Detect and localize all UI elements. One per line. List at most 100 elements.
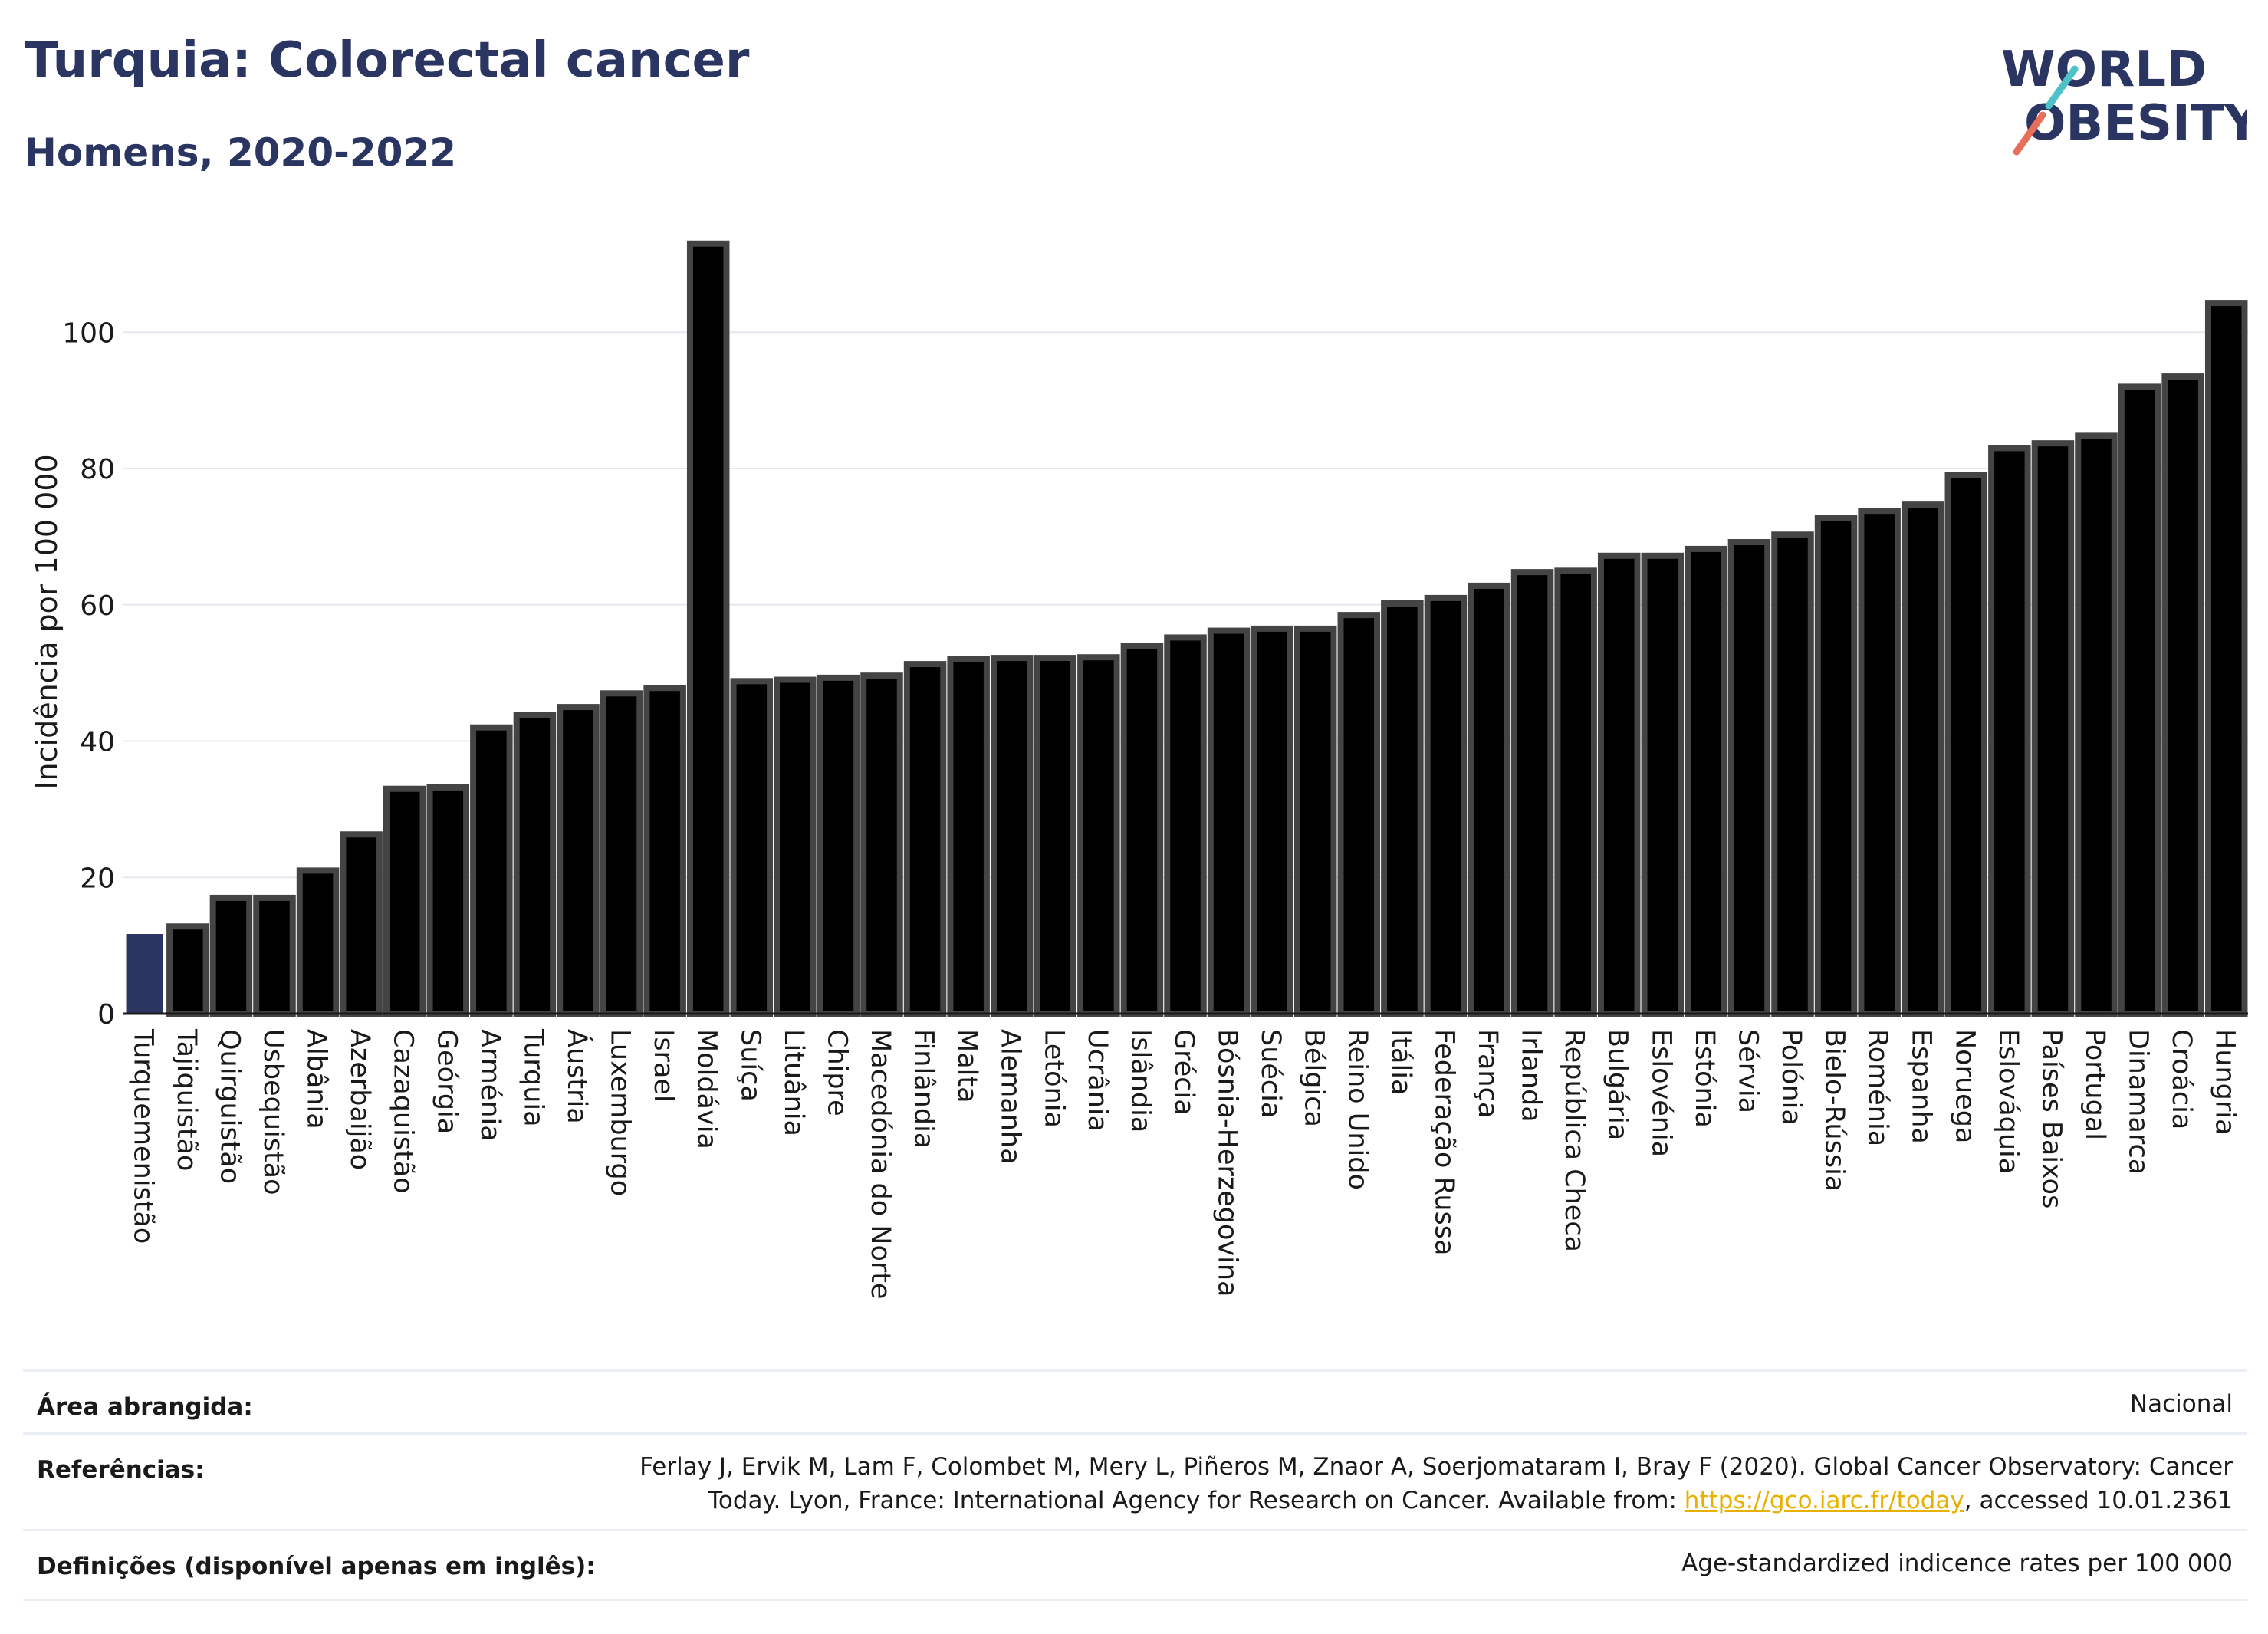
bar <box>1771 531 1814 1017</box>
bar <box>1293 625 1337 1017</box>
x-tick-label: Bulgária <box>1602 1029 1633 1140</box>
bar <box>470 724 513 1017</box>
references-line-1: Ferlay J, Ervik M, Lam F, Colombet M, Me… <box>639 1453 2233 1481</box>
x-tick-label: Finlândia <box>909 1029 939 1149</box>
bar <box>817 674 860 1017</box>
area-label: Área abrangida: <box>37 1393 253 1421</box>
bar <box>1424 594 1468 1017</box>
bar <box>643 685 686 1017</box>
bar <box>1727 539 1771 1017</box>
bar <box>1034 655 1077 1018</box>
bar <box>1207 627 1251 1017</box>
x-tick-label: Reino Unido <box>1342 1029 1372 1190</box>
svg-text:OBESITY: OBESITY <box>2024 95 2247 152</box>
x-tick-label: Israel <box>648 1029 679 1103</box>
x-tick-label: Malta <box>952 1029 982 1103</box>
y-tick-label: 100 <box>62 317 115 349</box>
bar <box>383 785 426 1018</box>
bar <box>1641 552 1685 1017</box>
bar <box>903 661 947 1017</box>
bar <box>1858 508 1901 1017</box>
x-tick-label: Polónia <box>1776 1029 1806 1126</box>
y-tick-label: 0 <box>97 999 115 1031</box>
x-tick-label: Federação Russa <box>1428 1029 1459 1255</box>
x-tick-label: Islândia <box>1125 1029 1155 1133</box>
bar <box>1381 600 1424 1017</box>
bar <box>426 784 470 1017</box>
x-tick-label: Moldávia <box>692 1029 722 1149</box>
x-tick-label: Croácia <box>2166 1029 2197 1129</box>
chart-subtitle: Homens, 2020-2022 <box>25 130 457 175</box>
bar <box>1164 634 1207 1017</box>
bar <box>166 923 209 1017</box>
x-tick-label: Noruega <box>1949 1029 1980 1143</box>
footer-row-references: Referências: Ferlay J, Ervik M, Lam F, C… <box>23 1432 2247 1530</box>
x-tick-label: Estónia <box>1689 1029 1720 1128</box>
bar <box>1337 612 1381 1017</box>
footer-row-area: Área abrangida: Nacional <box>23 1369 2247 1433</box>
x-tick-label: Bielo-Rússia <box>1819 1029 1850 1192</box>
y-tick-label: 60 <box>80 590 115 622</box>
x-tick-label: Geórgia <box>431 1029 462 1134</box>
y-tick-label: 20 <box>80 863 115 894</box>
x-tick-label: Itália <box>1385 1029 1416 1095</box>
x-tick-label: Lituânia <box>778 1029 809 1136</box>
bar <box>1510 569 1554 1017</box>
x-tick-label: Portugal <box>2079 1029 2110 1140</box>
bar <box>1814 515 1858 1017</box>
bar <box>990 655 1034 1018</box>
bar <box>296 867 340 1017</box>
bar <box>1988 445 2031 1017</box>
bar <box>2075 432 2118 1017</box>
bar <box>1685 545 1727 1017</box>
bar <box>600 690 643 1017</box>
x-tick-label: Hungria <box>2210 1029 2240 1135</box>
x-tick-label: Roménia <box>1862 1029 1893 1146</box>
x-tick-label: Arménia <box>475 1029 505 1142</box>
bar <box>1077 654 1120 1017</box>
x-tick-label: Grécia <box>1169 1029 1199 1116</box>
definitions-label: Definições (disponível apenas em inglês)… <box>37 1553 596 1580</box>
x-tick-label: Tajiquistão <box>171 1028 202 1171</box>
bar <box>1597 552 1641 1017</box>
bar <box>730 678 774 1017</box>
references-line-2: Today. Lyon, France: International Agenc… <box>708 1487 2233 1514</box>
bar <box>1251 625 1293 1017</box>
x-tick-label: França <box>1472 1029 1503 1118</box>
bar <box>513 712 557 1017</box>
x-tick-label: Albânia <box>301 1029 332 1129</box>
bar <box>2118 383 2161 1017</box>
references-link[interactable]: https://gco.iarc.fr/today <box>1684 1487 1964 1514</box>
x-tick-label: Bélgica <box>1299 1029 1330 1127</box>
bar <box>2204 300 2248 1017</box>
chart-title: Turquia: Colorectal cancer <box>25 32 750 89</box>
x-tick-label: Macedónia do Norte <box>865 1029 896 1300</box>
x-tick-label: Sérvia <box>1732 1029 1763 1113</box>
x-tick-label: República Checa <box>1559 1029 1589 1252</box>
definitions-value: Age-standardized indicence rates per 100… <box>1681 1550 2233 1577</box>
bar <box>209 894 253 1018</box>
x-tick-label: Turquemenistão <box>127 1028 158 1244</box>
x-tick-label: Quirguistão <box>214 1029 245 1184</box>
world-obesity-logo: WORLD OBESITY <box>2001 41 2247 156</box>
x-tick-label: Suécia <box>1255 1029 1286 1118</box>
bar <box>340 831 383 1018</box>
bar <box>1554 567 1597 1017</box>
bar <box>2161 373 2204 1017</box>
x-tick-label: Usbequistão <box>258 1029 288 1195</box>
y-axis-label: Incidência por 100 000 <box>30 454 64 789</box>
svg-text:WORLD: WORLD <box>2001 41 2207 98</box>
x-tick-label: Turquia <box>518 1028 548 1127</box>
x-tick-label: Eslováquia <box>1993 1029 2023 1174</box>
x-tick-label: Bósnia-Herzegovina <box>1212 1029 1243 1297</box>
x-tick-label: Espanha <box>1906 1029 1937 1144</box>
bar <box>557 704 600 1018</box>
bar <box>1468 582 1510 1017</box>
x-tick-label: Suíça <box>735 1029 765 1102</box>
bar <box>1944 472 1988 1017</box>
y-tick-label: 40 <box>80 727 115 758</box>
x-tick-label: Chipre <box>821 1029 852 1116</box>
x-tick-label: Luxemburgo <box>605 1029 636 1196</box>
bar <box>2031 440 2075 1017</box>
x-tick-label: Ucrânia <box>1082 1029 1113 1132</box>
